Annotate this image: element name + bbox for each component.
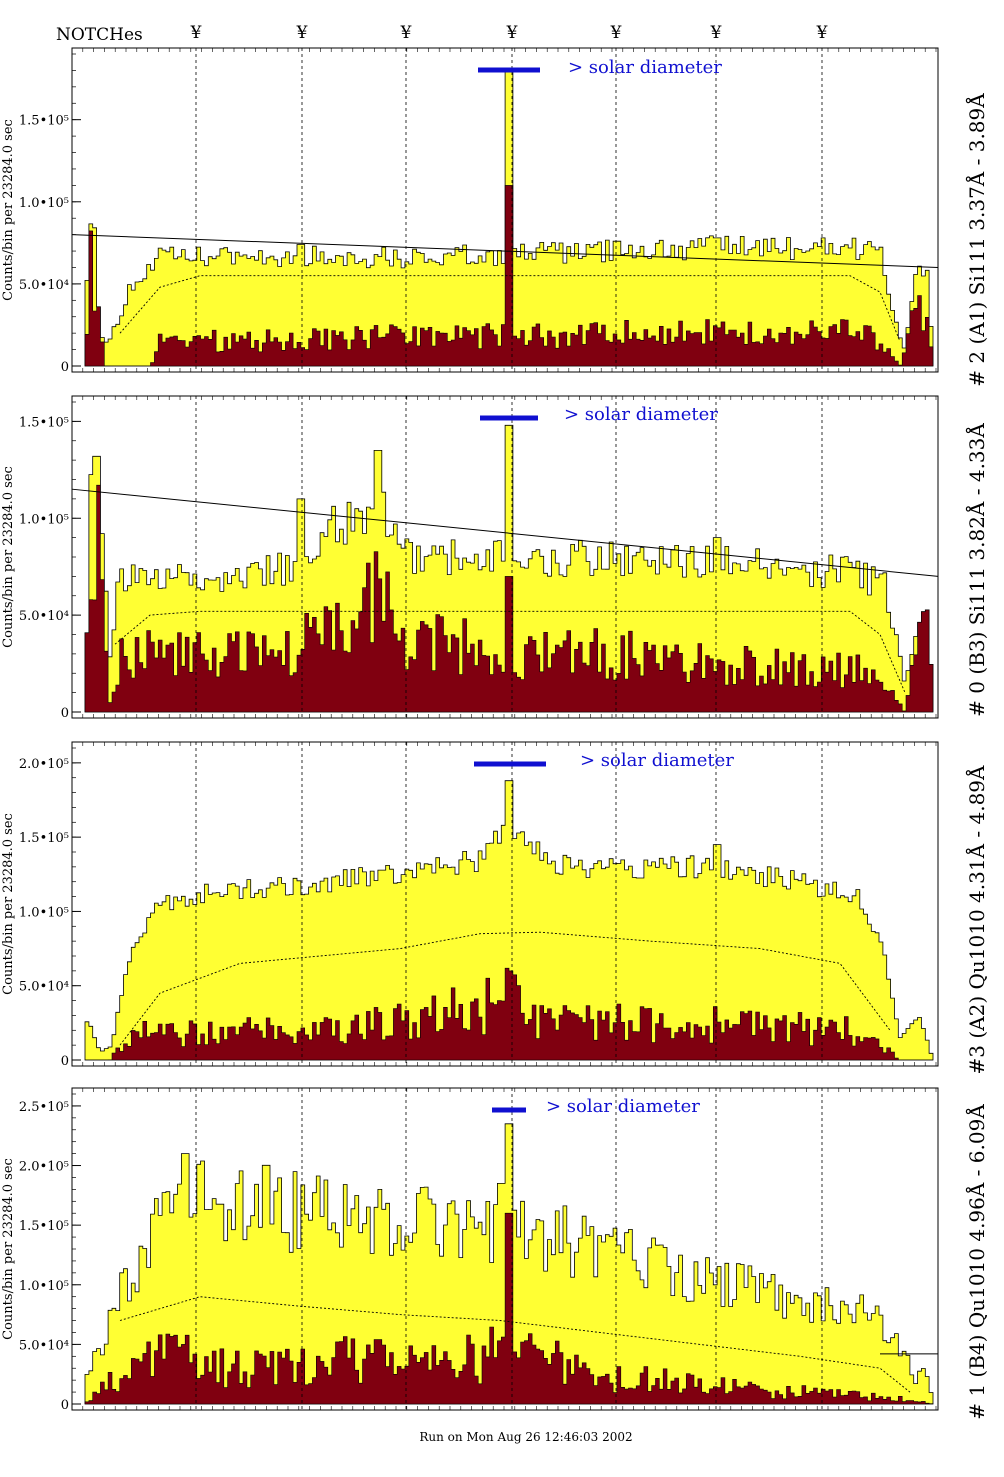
panel-frame	[71, 1087, 939, 1411]
y-tick-label: 0	[61, 706, 69, 721]
panel-label: #3 (A2) Qu1010 4.31Å - 4.89Å	[964, 765, 989, 1074]
y-tick-label: 0	[61, 1398, 69, 1413]
run-timestamp: Run on Mon Aug 26 12:46:03 2002	[419, 1430, 632, 1444]
y-tick-label: 1.5•10⁵	[19, 831, 69, 846]
y-tick-label: 1.0•10⁵	[19, 196, 69, 211]
panel-b4: 0 5.0•10⁴ 1.0•10⁵ 1.5•10⁵ 2.0•10⁵ 2.5•10⁵ Cou…	[1, 1087, 989, 1420]
y-tick-label: 5.0•10⁴	[19, 980, 69, 995]
y-axis-label: Counts/bin per 23284.0 sec	[1, 1158, 16, 1340]
histogram-background	[85, 967, 933, 1061]
model-curve	[119, 931, 891, 1046]
histogram-background	[84, 1212, 934, 1405]
annotation-solar-diameter: > solar diameter	[580, 750, 734, 771]
panel-label: # 1 (B4) Qu1010 4.96Å - 6.09Å	[964, 1104, 989, 1420]
panel-b3: 0 5.0•10⁴ 1.0•10⁵ 1.5•10⁵ Counts/bin per 23…	[1, 395, 989, 721]
y-tick-label: 1.0•10⁵	[19, 512, 69, 527]
notch-marker: ¥	[710, 23, 722, 43]
y-tick-label: 2.5•10⁵	[19, 1100, 69, 1115]
notches-label: NOTCHes	[56, 25, 143, 45]
annotation-solar-diameter: > solar diameter	[546, 1096, 700, 1117]
trend-line	[71, 488, 939, 577]
notch-marker: ¥	[190, 23, 202, 43]
y-tick-label: 5.0•10⁴	[19, 609, 69, 624]
histogram-total	[84, 424, 934, 713]
y-axis-label: Counts/bin per 23284.0 sec	[1, 119, 16, 301]
y-tick-label: 1.0•10⁵	[19, 1279, 69, 1294]
notch-marker: ¥	[610, 23, 622, 43]
histogram-background	[84, 185, 934, 367]
panel-label: # 0 (B3) Si111 3.82Å - 4.33Å	[964, 423, 989, 717]
y-tick-label: 1.5•10⁵	[19, 415, 69, 430]
y-tick-label: 5.0•10⁴	[19, 1338, 69, 1353]
plot-area: 0 5.0•10⁴ 1.0•10⁵ 1.5•10⁵	[19, 48, 939, 375]
trend-line	[71, 234, 939, 268]
y-tick-label: 0	[61, 360, 69, 375]
notch-markers: ¥ ¥ ¥ ¥ ¥ ¥ ¥	[190, 23, 828, 43]
y-tick-label: 2.0•10⁵	[19, 757, 69, 772]
y-axis-label: Counts/bin per 23284.0 sec	[1, 466, 16, 648]
y-tick-label: 1.5•10⁵	[19, 114, 69, 129]
notch-marker: ¥	[506, 23, 518, 43]
notch-marker: ¥	[400, 23, 412, 43]
plot-area: 0 5.0•10⁴ 1.0•10⁵ 1.5•10⁵ 2.0•10⁵	[19, 742, 937, 1069]
y-tick-label: 1.0•10⁵	[19, 905, 69, 920]
panel-frame	[71, 395, 939, 719]
model-curve	[114, 610, 906, 693]
model-curve	[119, 1296, 911, 1393]
panel-frame	[71, 741, 939, 1067]
annotation-solar-diameter: > solar diameter	[568, 57, 722, 78]
y-tick-label: 0	[61, 1054, 69, 1069]
y-tick-label: 1.5•10⁵	[19, 1219, 69, 1234]
annotation-solar-diameter: > solar diameter	[564, 404, 718, 425]
panel-frame	[71, 47, 939, 373]
y-tick-label: 2.0•10⁵	[19, 1160, 69, 1175]
panel-a2: 0 5.0•10⁴ 1.0•10⁵ 1.5•10⁵ 2.0•10⁵ Counts/bin…	[1, 741, 989, 1074]
plot-area: 0 5.0•10⁴ 1.0•10⁵ 1.5•10⁵	[19, 396, 939, 721]
panel-label: # 2 (A1) Si111 3.37Å - 3.89Å	[964, 93, 989, 387]
notch-marker: ¥	[296, 23, 308, 43]
y-tick-label: 5.0•10⁴	[19, 278, 69, 293]
panel-a1: 0 5.0•10⁴ 1.0•10⁵ 1.5•10⁵ Counts/bin per 23…	[1, 47, 989, 387]
histogram-background	[84, 484, 934, 713]
y-axis-label: Counts/bin per 23284.0 sec	[1, 813, 16, 995]
histogram-total	[84, 780, 934, 1061]
plot-area: 0 5.0•10⁴ 1.0•10⁵ 1.5•10⁵ 2.0•10⁵ 2.5•10⁵	[19, 1088, 938, 1413]
notch-marker: ¥	[816, 23, 828, 43]
